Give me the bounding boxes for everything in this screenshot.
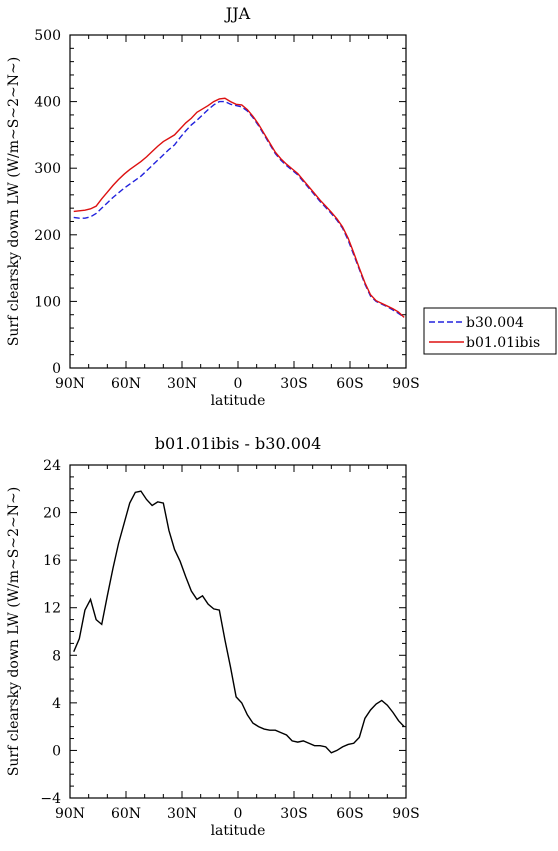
y-tick-label: −4 (40, 791, 61, 807)
series-line-b30.004 (73, 100, 405, 318)
chart-title: JJA (224, 4, 251, 23)
chart-title: b01.01ibis - b30.004 (155, 434, 322, 453)
y-axis-title: Surf clearsky down LW (W/m~S~2~N~) (6, 487, 22, 776)
y-tick-label: 0 (52, 361, 61, 377)
y-tick-label: 500 (34, 28, 61, 44)
plot-frame (69, 34, 407, 369)
x-tick-label: 90S (392, 806, 419, 822)
x-axis-title: latitude (211, 393, 266, 409)
series-line-diff (73, 490, 405, 754)
y-tick-label: 8 (52, 648, 61, 664)
x-tick-label: 60S (336, 376, 363, 392)
x-tick-label: 60N (111, 806, 141, 822)
y-tick-label: 300 (34, 161, 61, 177)
x-tick-label: 60S (336, 806, 363, 822)
legend-box (423, 307, 557, 355)
plot-frame (69, 464, 407, 799)
y-tick-label: 16 (43, 553, 61, 569)
y-tick-label: 20 (43, 506, 61, 522)
x-tick-label: 30N (167, 806, 197, 822)
y-tick-label: 24 (43, 458, 61, 474)
y-axis-title: Surf clearsky down LW (W/m~S~2~N~) (6, 57, 22, 346)
legend-label: b01.01ibis (466, 335, 540, 351)
y-tick-label: 200 (34, 228, 61, 244)
chart-panel-1: 90N 60N 30N 0 30S 60S 90S 0 100 200 300 400 500 JJA la… (6, 4, 557, 409)
y-tick-label: 12 (43, 601, 61, 617)
x-tick-label: 0 (234, 376, 243, 392)
series-line-b01.01ibis (73, 97, 405, 318)
x-tick-label: 60N (111, 376, 141, 392)
legend-label: b30.004 (466, 315, 524, 331)
x-axis-title: latitude (211, 823, 266, 839)
x-tick-label: 90N (55, 806, 85, 822)
y-tick-label: 400 (34, 95, 61, 111)
x-tick-label: 0 (234, 806, 243, 822)
y-tick-label: 100 (34, 294, 61, 310)
x-tick-label: 30S (280, 806, 307, 822)
y-tick-label: 4 (52, 696, 61, 712)
x-tick-label: 30S (280, 376, 307, 392)
x-tick-label: 90S (392, 376, 419, 392)
x-tick-label: 90N (55, 376, 85, 392)
y-tick-label: 0 (52, 743, 61, 759)
chart-panel-2: 90N 60N 30N 0 30S 60S 90S −4 0 4 8 12 16 20 24 b01.01ib… (6, 434, 420, 839)
x-tick-label: 30N (167, 376, 197, 392)
legend: b30.004 b01.01ibis (423, 307, 557, 355)
